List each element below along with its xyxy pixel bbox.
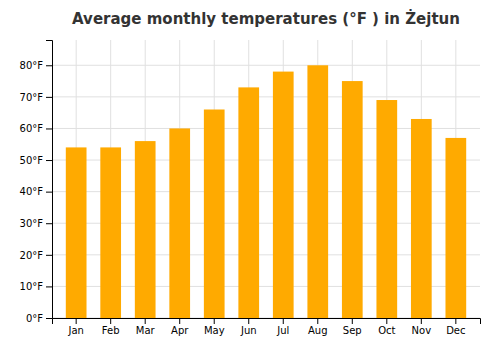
tick-label: Feb — [102, 325, 120, 336]
bar — [376, 100, 397, 318]
tick-label: Jan — [67, 325, 83, 336]
tick: 80°F — [20, 60, 52, 71]
tick: Jan — [67, 318, 83, 336]
bar — [135, 141, 156, 318]
tick: Aug — [308, 318, 328, 336]
tick-mark — [46, 255, 52, 256]
tick-mark — [283, 318, 284, 324]
tick-mark — [46, 286, 52, 287]
tick-mark — [179, 318, 180, 324]
tick-label: 60°F — [20, 123, 44, 134]
bar — [204, 110, 225, 319]
title: Average monthly temperatures (°F ) in Że… — [72, 9, 460, 28]
tick-label: Mar — [136, 325, 156, 336]
bars — [66, 65, 466, 318]
tick-mark — [46, 65, 52, 66]
tick-label: Sep — [343, 325, 362, 336]
tick: Jun — [240, 318, 257, 336]
tick: Jul — [276, 318, 289, 336]
grid-line — [52, 65, 480, 66]
tick-mark — [110, 318, 111, 324]
tick-label: Jul — [276, 325, 289, 336]
bar — [445, 138, 466, 318]
tick-mark — [145, 318, 146, 324]
tick-mark — [46, 318, 52, 319]
tick-mark — [214, 318, 215, 324]
tick: May — [204, 318, 225, 336]
tick-mark — [248, 318, 249, 324]
tick: Oct — [378, 318, 395, 336]
tick-mark — [455, 318, 456, 324]
tick-label: 0°F — [26, 313, 43, 324]
tick-label: Dec — [446, 325, 465, 336]
tick-label: Aug — [308, 325, 328, 336]
tick: Nov — [412, 318, 432, 336]
tick: 70°F — [20, 92, 52, 103]
axis-line — [46, 41, 53, 319]
tick-mark — [46, 160, 52, 161]
tick-mark — [352, 318, 353, 324]
axis-line — [53, 319, 481, 325]
bar — [273, 72, 294, 318]
tick: 50°F — [20, 155, 52, 166]
bar — [169, 128, 190, 318]
tick-label: 70°F — [20, 92, 44, 103]
tick-label: Jun — [240, 325, 257, 336]
x-axis: Jan Feb Mar Apr May Jun Jul Aug Sep Oct Nov Dec — [53, 318, 481, 336]
bar — [100, 147, 121, 318]
tick: 10°F — [20, 281, 52, 292]
tick: 30°F — [20, 218, 52, 229]
chart-container: 0°F 10°F 20°F 30°F 40°F 50°F 60°F 70°F 80°F Jan Fe… — [0, 0, 500, 350]
tick-label: Nov — [412, 325, 432, 336]
tick-label: 40°F — [20, 186, 44, 197]
bar — [238, 87, 259, 318]
tick-mark — [46, 128, 52, 129]
tick-label: May — [204, 325, 225, 336]
tick: Dec — [446, 318, 465, 336]
tick-label: Oct — [378, 325, 395, 336]
grid — [52, 40, 480, 318]
tick-label: 10°F — [20, 281, 44, 292]
chart: 0°F 10°F 20°F 30°F 40°F 50°F 60°F 70°F 80°F Jan Fe… — [0, 0, 500, 350]
tick-label: 80°F — [20, 60, 44, 71]
tick: 0°F — [26, 313, 52, 324]
tick-mark — [46, 223, 52, 224]
tick: 60°F — [20, 123, 52, 134]
tick-label: Apr — [171, 325, 189, 336]
tick-mark — [386, 318, 387, 324]
tick-label: 20°F — [20, 250, 44, 261]
tick-mark — [76, 318, 77, 324]
y-axis: 0°F 10°F 20°F 30°F 40°F 50°F 60°F 70°F 80°F — [20, 41, 53, 324]
bar — [307, 65, 328, 318]
tick-mark — [46, 97, 52, 98]
tick: 20°F — [20, 250, 52, 261]
tick-label: 50°F — [20, 155, 44, 166]
tick-label: 30°F — [20, 218, 44, 229]
bar — [411, 119, 432, 318]
plot: 0°F 10°F 20°F 30°F 40°F 50°F 60°F 70°F 80°F Jan Fe… — [20, 40, 481, 336]
tick-mark — [317, 318, 318, 324]
tick: Sep — [343, 318, 362, 336]
tick: Feb — [102, 318, 120, 336]
tick: Mar — [136, 318, 156, 336]
grid-line — [52, 96, 480, 97]
bar — [342, 81, 363, 318]
bar — [66, 147, 87, 318]
tick: 40°F — [20, 186, 52, 197]
tick-mark — [46, 192, 52, 193]
tick-mark — [421, 318, 422, 324]
tick: Apr — [171, 318, 189, 336]
